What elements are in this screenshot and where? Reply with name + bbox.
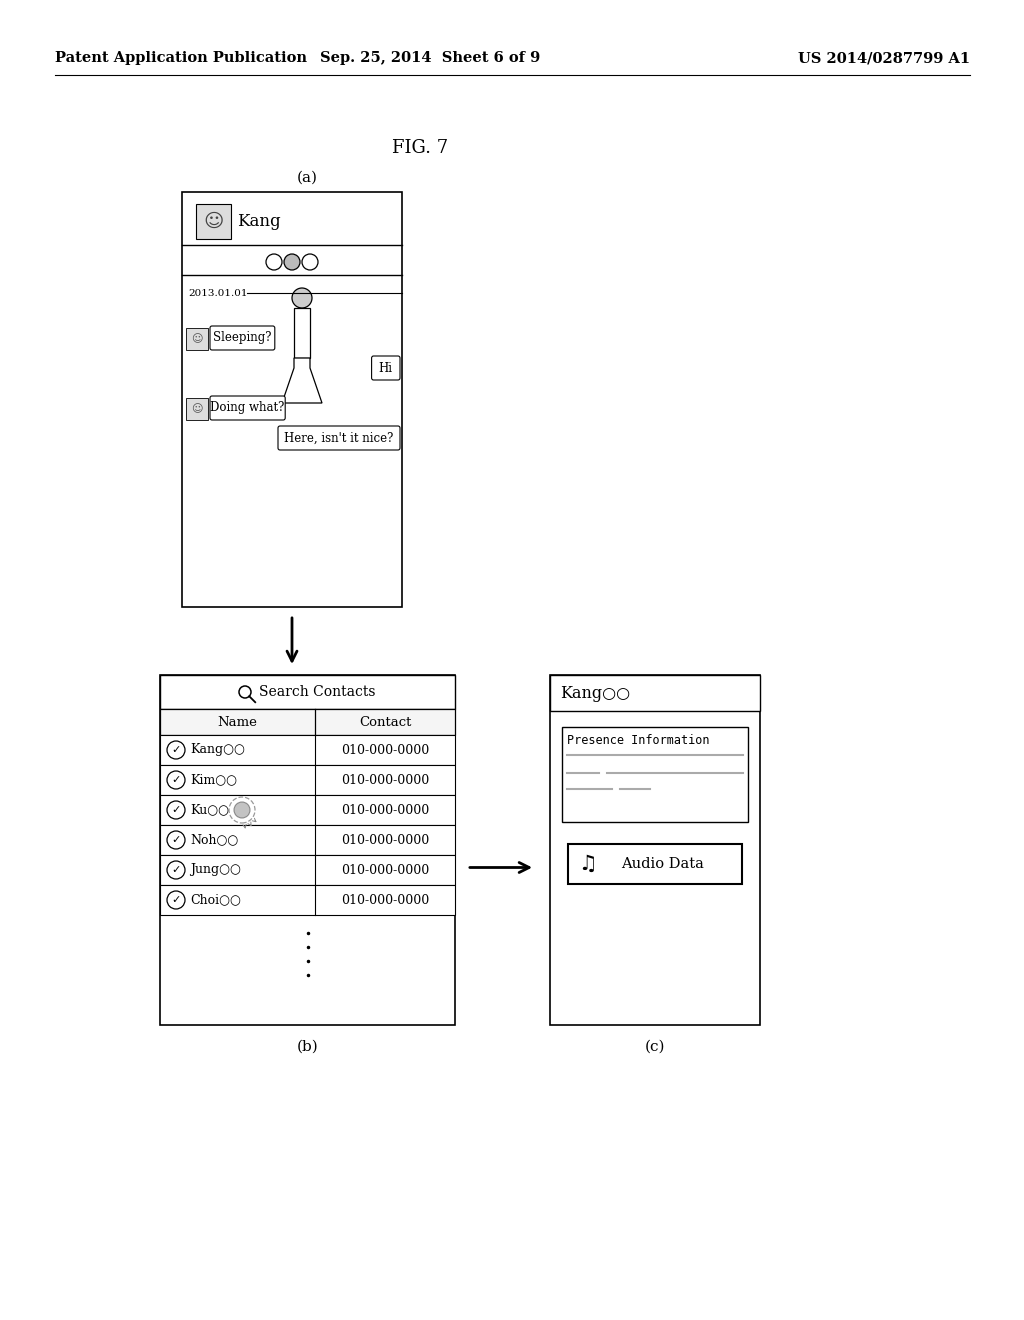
Text: Jung○○: Jung○○ — [190, 863, 241, 876]
FancyBboxPatch shape — [372, 356, 400, 380]
Text: 010-000-0000: 010-000-0000 — [341, 774, 429, 787]
Bar — [182, 191, 402, 607]
Circle shape — [284, 253, 300, 271]
Text: ✓: ✓ — [171, 865, 180, 875]
Bar — [186, 327, 208, 350]
Text: Kang○○: Kang○○ — [560, 685, 630, 701]
Text: ☺: ☺ — [191, 334, 203, 345]
Text: Search Contacts: Search Contacts — [259, 685, 376, 700]
Text: Kang○○: Kang○○ — [190, 743, 245, 756]
Bar — [160, 825, 455, 855]
Text: Sleeping?: Sleeping? — [213, 331, 271, 345]
Bar — [160, 766, 455, 795]
Text: ✓: ✓ — [171, 895, 180, 906]
Text: 010-000-0000: 010-000-0000 — [341, 833, 429, 846]
FancyBboxPatch shape — [210, 326, 274, 350]
Text: (c): (c) — [645, 1040, 666, 1053]
Text: FIG. 7: FIG. 7 — [392, 139, 449, 157]
Bar — [160, 709, 455, 735]
Bar — [294, 308, 310, 358]
Bar — [550, 675, 760, 1026]
Text: ☺: ☺ — [191, 404, 203, 414]
Bar — [196, 205, 231, 239]
Text: 010-000-0000: 010-000-0000 — [341, 863, 429, 876]
Circle shape — [292, 288, 312, 308]
Text: Ku○○: Ku○○ — [190, 804, 229, 817]
Text: ✓: ✓ — [171, 744, 180, 755]
Text: Noh○○: Noh○○ — [190, 833, 239, 846]
Text: Doing what?: Doing what? — [210, 401, 285, 414]
Text: (b): (b) — [297, 1040, 318, 1053]
Bar — [160, 675, 455, 1026]
Text: Patent Application Publication: Patent Application Publication — [55, 51, 307, 65]
Text: (a): (a) — [297, 172, 317, 185]
Bar — [160, 795, 455, 825]
Bar — [160, 884, 455, 915]
Text: Contact: Contact — [358, 715, 412, 729]
Circle shape — [234, 803, 250, 818]
FancyBboxPatch shape — [278, 426, 400, 450]
Text: Here, isn't it nice?: Here, isn't it nice? — [285, 432, 393, 445]
Text: 010-000-0000: 010-000-0000 — [341, 894, 429, 907]
Text: 2013.01.01: 2013.01.01 — [188, 289, 248, 297]
Text: Choi○○: Choi○○ — [190, 894, 241, 907]
Text: ✓: ✓ — [171, 805, 180, 814]
Text: ✓: ✓ — [171, 775, 180, 785]
Text: Kang: Kang — [237, 213, 281, 230]
Text: Kim○○: Kim○○ — [190, 774, 237, 787]
Bar — [562, 727, 748, 822]
Text: 010-000-0000: 010-000-0000 — [341, 804, 429, 817]
Text: Hi: Hi — [379, 362, 393, 375]
Bar — [160, 675, 455, 709]
Text: ✓: ✓ — [171, 836, 180, 845]
Text: ♫: ♫ — [579, 854, 597, 874]
Bar — [160, 855, 455, 884]
Text: Sep. 25, 2014  Sheet 6 of 9: Sep. 25, 2014 Sheet 6 of 9 — [319, 51, 540, 65]
Text: Presence Information: Presence Information — [567, 734, 710, 747]
Polygon shape — [282, 358, 322, 403]
Bar — [186, 399, 208, 420]
Bar — [160, 735, 455, 766]
Text: Audio Data: Audio Data — [622, 857, 705, 871]
FancyBboxPatch shape — [210, 396, 286, 420]
Bar — [550, 675, 760, 711]
Bar — [568, 843, 742, 884]
Text: US 2014/0287799 A1: US 2014/0287799 A1 — [798, 51, 970, 65]
Text: 010-000-0000: 010-000-0000 — [341, 743, 429, 756]
Text: ☺: ☺ — [204, 213, 223, 231]
Text: Name: Name — [217, 715, 257, 729]
